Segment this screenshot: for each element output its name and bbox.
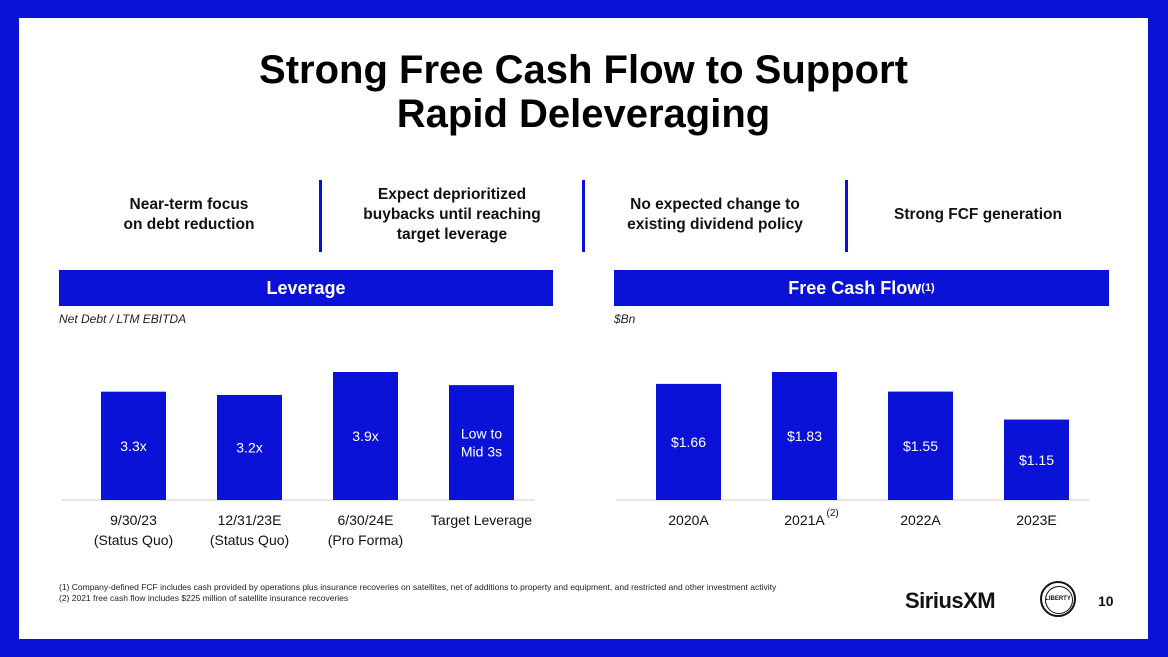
divider xyxy=(845,180,848,252)
leverage-title: Leverage xyxy=(266,277,346,298)
chart0-bar-2 xyxy=(333,372,398,500)
chart0-data-label-2: 3.9x xyxy=(352,428,378,444)
chart1-bar-2 xyxy=(888,391,953,500)
chart1-tick-label-1: 2021A xyxy=(784,512,825,528)
chart1-data-label-2: $1.55 xyxy=(903,438,938,454)
chart0-data-label-0-line: 3.3x xyxy=(120,438,146,454)
chart0-tick-label-0-line: (Status Quo) xyxy=(94,532,173,548)
chart0-tick-label-1-line: (Status Quo) xyxy=(210,532,289,548)
chart1-bar-0 xyxy=(656,383,721,500)
chart1-data-label-0: $1.66 xyxy=(671,434,706,450)
chart1-data-label-2-line: $1.55 xyxy=(903,438,938,454)
fcf-header: Free Cash Flow (1) xyxy=(614,270,1109,306)
pillar-text: No expected change to existing dividend … xyxy=(627,196,803,233)
fcf-unit: $Bn xyxy=(614,312,636,326)
title-line-1: Strong Free Cash Flow to Support xyxy=(259,48,908,92)
chart0-data-label-3-line: Mid 3s xyxy=(461,444,502,460)
chart0-tick-label-3: Target Leverage xyxy=(431,512,532,528)
chart0-bar-0 xyxy=(101,391,166,500)
chart0-bar-3 xyxy=(449,385,514,500)
pillar-debt-reduction: Near-term focus on debt reduction xyxy=(59,178,319,252)
chart1-tick-label-1-line: 2021A xyxy=(784,512,825,528)
title-line-2: Rapid Deleveraging xyxy=(396,92,771,136)
chart1-tick-label-3-line: 2023E xyxy=(1016,512,1056,528)
chart0-bar-1 xyxy=(217,394,282,500)
fcf-title-footnote: (1) xyxy=(921,282,935,294)
chart0-tick-label-2-line: 6/30/24E xyxy=(337,512,393,528)
chart0-data-label-2-line: 3.9x xyxy=(352,428,378,444)
chart1-data-label-3-line: $1.15 xyxy=(1019,452,1054,468)
chart1-bar-3 xyxy=(1004,419,1069,500)
divider xyxy=(582,180,585,252)
chart0-tick-label-3-line: Target Leverage xyxy=(431,512,532,528)
chart1-tick-label-2: 2022A xyxy=(900,512,941,528)
chart0-tick-label-2: 6/30/24E (Pro Forma) xyxy=(328,512,403,548)
chart0-tick-label-0-line: 9/30/23 xyxy=(110,512,157,528)
chart0-data-label-0: 3.3x xyxy=(120,438,146,454)
pillar-text: Strong FCF generation xyxy=(894,206,1062,223)
divider xyxy=(319,180,322,252)
siriusxm-logo: SiriusXM xyxy=(905,588,996,613)
chart0-tick-label-0: 9/30/23 (Status Quo) xyxy=(94,512,173,548)
chart1-tick-label-0-line: 2020A xyxy=(668,512,709,528)
chart1-tick-label-3: 2023E xyxy=(1016,512,1056,528)
chart0-tick-label-1: 12/31/23E (Status Quo) xyxy=(210,512,289,548)
chart1-tick-label-2-line: 2022A xyxy=(900,512,941,528)
pillar-text: Near-term focus on debt reduction xyxy=(123,196,255,233)
chart1-tick-footnote-1: (2) xyxy=(827,508,839,519)
fcf-title: Free Cash Flow xyxy=(788,277,922,298)
chart1-tick-label-0: 2020A xyxy=(668,512,709,528)
chart0-data-label-1: 3.2x xyxy=(236,439,262,455)
footnote-1: (1) Company-defined FCF includes cash pr… xyxy=(59,582,777,592)
chart1-data-label-1: $1.83 xyxy=(787,428,822,444)
footnotes: (1) Company-defined FCF includes cash pr… xyxy=(59,582,859,603)
liberty-seal-icon: LIBERTY xyxy=(1040,581,1076,617)
pillar-dividend: No expected change to existing dividend … xyxy=(585,178,845,252)
leverage-unit: Net Debt / LTM EBITDA xyxy=(59,312,187,326)
slide: Strong Free Cash Flow to Support Rapid D… xyxy=(19,18,1148,639)
chart1-bar-1 xyxy=(772,372,837,500)
pillar-fcf: Strong FCF generation xyxy=(848,178,1108,252)
chart1-data-label-3: $1.15 xyxy=(1019,452,1054,468)
leverage-header: Leverage xyxy=(59,270,553,306)
pillar-text: Expect deprioritized buybacks until reac… xyxy=(363,186,541,243)
chart1-data-label-1-line: $1.83 xyxy=(787,428,822,444)
chart0-tick-label-2-line: (Pro Forma) xyxy=(328,532,403,548)
chart0-data-label-3: Low to Mid 3s xyxy=(461,426,502,460)
chart1-data-label-0-line: $1.66 xyxy=(671,434,706,450)
pillar-buybacks: Expect deprioritized buybacks until reac… xyxy=(322,178,582,252)
charts-canvas: 3.3x 9/30/23 (Status Quo) 3.2x 12/31/23E (Sta… xyxy=(61,372,1090,548)
page-number: 10 xyxy=(1098,593,1114,609)
chart0-tick-label-1-line: 12/31/23E xyxy=(218,512,282,528)
seal-text: LIBERTY xyxy=(1045,596,1071,602)
chart0-data-label-3-line: Low to xyxy=(461,426,502,442)
page-title: Strong Free Cash Flow to Support Rapid D… xyxy=(19,48,1148,136)
chart0-data-label-1-line: 3.2x xyxy=(236,439,262,455)
footnote-2: (2) 2021 free cash flow includes $225 mi… xyxy=(59,592,349,603)
